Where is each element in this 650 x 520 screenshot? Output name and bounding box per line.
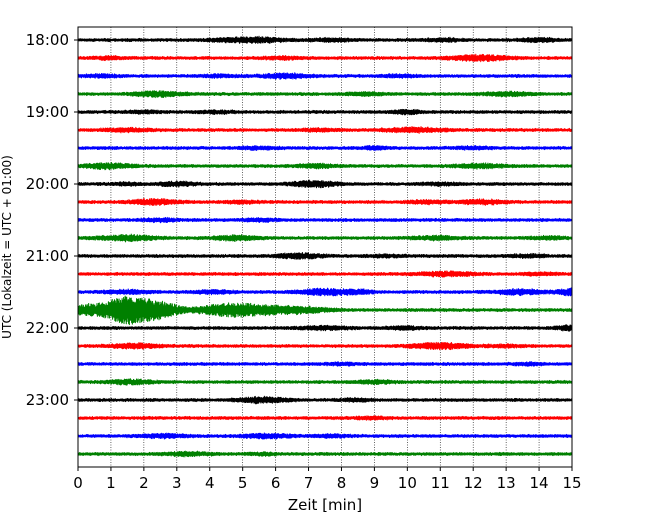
grid-lines — [110, 27, 540, 467]
trace-1845 — [77, 90, 573, 99]
x-tick-label-7: 7 — [304, 474, 314, 492]
x-tick-label-15: 15 — [562, 474, 581, 492]
trace-1915 — [77, 126, 573, 134]
x-tick-label-5: 5 — [238, 474, 248, 492]
trace-2130 — [77, 287, 573, 297]
trace-2000 — [77, 179, 573, 189]
trace-2245 — [77, 378, 573, 386]
y-axis: 18:00 19:00 20:00 21:00 22:00 23:00 — [26, 31, 78, 409]
trace-2100 — [77, 251, 573, 260]
trace-1945 — [77, 161, 573, 171]
x-tick-label-12: 12 — [464, 474, 483, 492]
y-tick-label-18:00: 18:00 — [26, 31, 69, 49]
plot-frame — [77, 26, 573, 468]
trace-1800 — [77, 35, 573, 44]
y-tick-label-22:00: 22:00 — [26, 319, 69, 337]
x-tick-label-0: 0 — [73, 474, 83, 492]
trace-2045 — [77, 233, 573, 243]
x-tick-label-13: 13 — [497, 474, 516, 492]
y-tick-label-20:00: 20:00 — [26, 175, 69, 193]
trace-2030 — [77, 216, 573, 224]
x-tick-label-14: 14 — [530, 474, 549, 492]
trace-2330 — [77, 432, 573, 440]
seismic-traces — [77, 35, 573, 458]
x-tick-label-1: 1 — [106, 474, 116, 492]
x-tick-label-6: 6 — [271, 474, 281, 492]
trace-2345 — [77, 450, 573, 458]
x-tick-label-2: 2 — [139, 474, 149, 492]
trace-1930 — [77, 144, 573, 152]
x-tick-label-3: 3 — [172, 474, 182, 492]
trace-2215 — [77, 341, 573, 351]
trace-2230 — [77, 361, 573, 367]
x-tick-label-9: 9 — [370, 474, 380, 492]
x-tick-label-8: 8 — [337, 474, 347, 492]
x-tick-label-11: 11 — [431, 474, 450, 492]
y-tick-label-23:00: 23:00 — [26, 391, 69, 409]
y-tick-label-21:00: 21:00 — [26, 247, 69, 265]
trace-2200 — [77, 324, 573, 332]
trace-1815 — [77, 53, 573, 63]
x-tick-label-10: 10 — [398, 474, 417, 492]
x-axis-label: Zeit [min] — [288, 496, 362, 514]
x-axis: 0 1 2 3 4 5 6 7 8 9 10 11 12 13 14 15 — [73, 467, 582, 492]
trace-2115 — [77, 270, 573, 278]
y-axis-label: UTC (Lokalzeit = UTC + 01:00) — [0, 155, 14, 339]
trace-2315 — [77, 415, 573, 421]
y-tick-label-19:00: 19:00 — [26, 103, 69, 121]
trace-2145 — [77, 295, 573, 326]
trace-1900 — [77, 108, 573, 116]
trace-1830 — [77, 72, 573, 80]
trace-2015 — [77, 197, 573, 207]
trace-2300 — [77, 395, 573, 405]
x-tick-label-4: 4 — [205, 474, 215, 492]
